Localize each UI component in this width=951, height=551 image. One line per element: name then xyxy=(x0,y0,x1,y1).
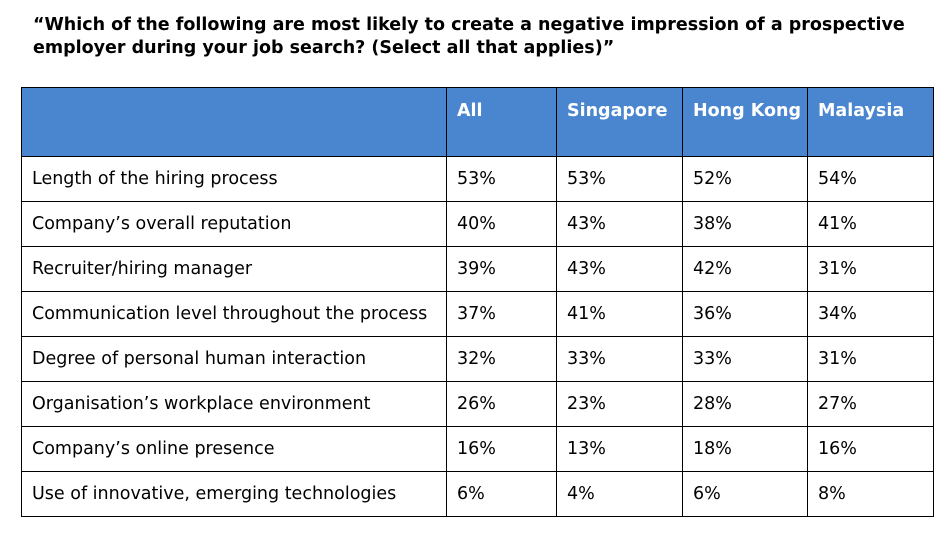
cell-malaysia: 27% xyxy=(808,382,934,427)
row-label: Degree of personal human interaction xyxy=(22,337,447,382)
cell-malaysia: 31% xyxy=(808,337,934,382)
cell-all: 6% xyxy=(447,472,557,517)
cell-singapore: 53% xyxy=(557,157,683,202)
cell-singapore: 23% xyxy=(557,382,683,427)
row-label: Length of the hiring process xyxy=(22,157,447,202)
cell-singapore: 43% xyxy=(557,247,683,292)
header-all: All xyxy=(447,88,557,157)
table-row: Recruiter/hiring manager 39% 43% 42% 31% xyxy=(22,247,934,292)
header-malaysia: Malaysia xyxy=(808,88,934,157)
cell-singapore: 43% xyxy=(557,202,683,247)
cell-singapore: 41% xyxy=(557,292,683,337)
cell-malaysia: 16% xyxy=(808,427,934,472)
cell-malaysia: 8% xyxy=(808,472,934,517)
table-row: Communication level throughout the proce… xyxy=(22,292,934,337)
header-hong-kong: Hong Kong xyxy=(683,88,808,157)
table-row: Company’s overall reputation 40% 43% 38%… xyxy=(22,202,934,247)
cell-singapore: 33% xyxy=(557,337,683,382)
survey-results-table: All Singapore Hong Kong Malaysia Length … xyxy=(21,87,934,517)
row-label: Company’s online presence xyxy=(22,427,447,472)
cell-singapore: 4% xyxy=(557,472,683,517)
cell-hong-kong: 6% xyxy=(683,472,808,517)
cell-hong-kong: 52% xyxy=(683,157,808,202)
cell-hong-kong: 42% xyxy=(683,247,808,292)
cell-hong-kong: 18% xyxy=(683,427,808,472)
table-row: Length of the hiring process 53% 53% 52%… xyxy=(22,157,934,202)
row-label: Recruiter/hiring manager xyxy=(22,247,447,292)
cell-all: 53% xyxy=(447,157,557,202)
cell-all: 32% xyxy=(447,337,557,382)
row-label: Organisation’s workplace environment xyxy=(22,382,447,427)
cell-all: 16% xyxy=(447,427,557,472)
cell-singapore: 13% xyxy=(557,427,683,472)
row-label: Communication level throughout the proce… xyxy=(22,292,447,337)
cell-malaysia: 34% xyxy=(808,292,934,337)
cell-all: 40% xyxy=(447,202,557,247)
cell-all: 39% xyxy=(447,247,557,292)
table-row: Company’s online presence 16% 13% 18% 16… xyxy=(22,427,934,472)
table-row: Organisation’s workplace environment 26%… xyxy=(22,382,934,427)
cell-hong-kong: 36% xyxy=(683,292,808,337)
cell-all: 37% xyxy=(447,292,557,337)
header-singapore: Singapore xyxy=(557,88,683,157)
table-header-row: All Singapore Hong Kong Malaysia xyxy=(22,88,934,157)
cell-hong-kong: 38% xyxy=(683,202,808,247)
cell-hong-kong: 28% xyxy=(683,382,808,427)
cell-malaysia: 54% xyxy=(808,157,934,202)
survey-question: “Which of the following are most likely … xyxy=(33,14,933,60)
cell-hong-kong: 33% xyxy=(683,337,808,382)
cell-malaysia: 31% xyxy=(808,247,934,292)
row-label: Company’s overall reputation xyxy=(22,202,447,247)
cell-malaysia: 41% xyxy=(808,202,934,247)
header-blank xyxy=(22,88,447,157)
table-row: Use of innovative, emerging technologies… xyxy=(22,472,934,517)
table-row: Degree of personal human interaction 32%… xyxy=(22,337,934,382)
row-label: Use of innovative, emerging technologies xyxy=(22,472,447,517)
cell-all: 26% xyxy=(447,382,557,427)
